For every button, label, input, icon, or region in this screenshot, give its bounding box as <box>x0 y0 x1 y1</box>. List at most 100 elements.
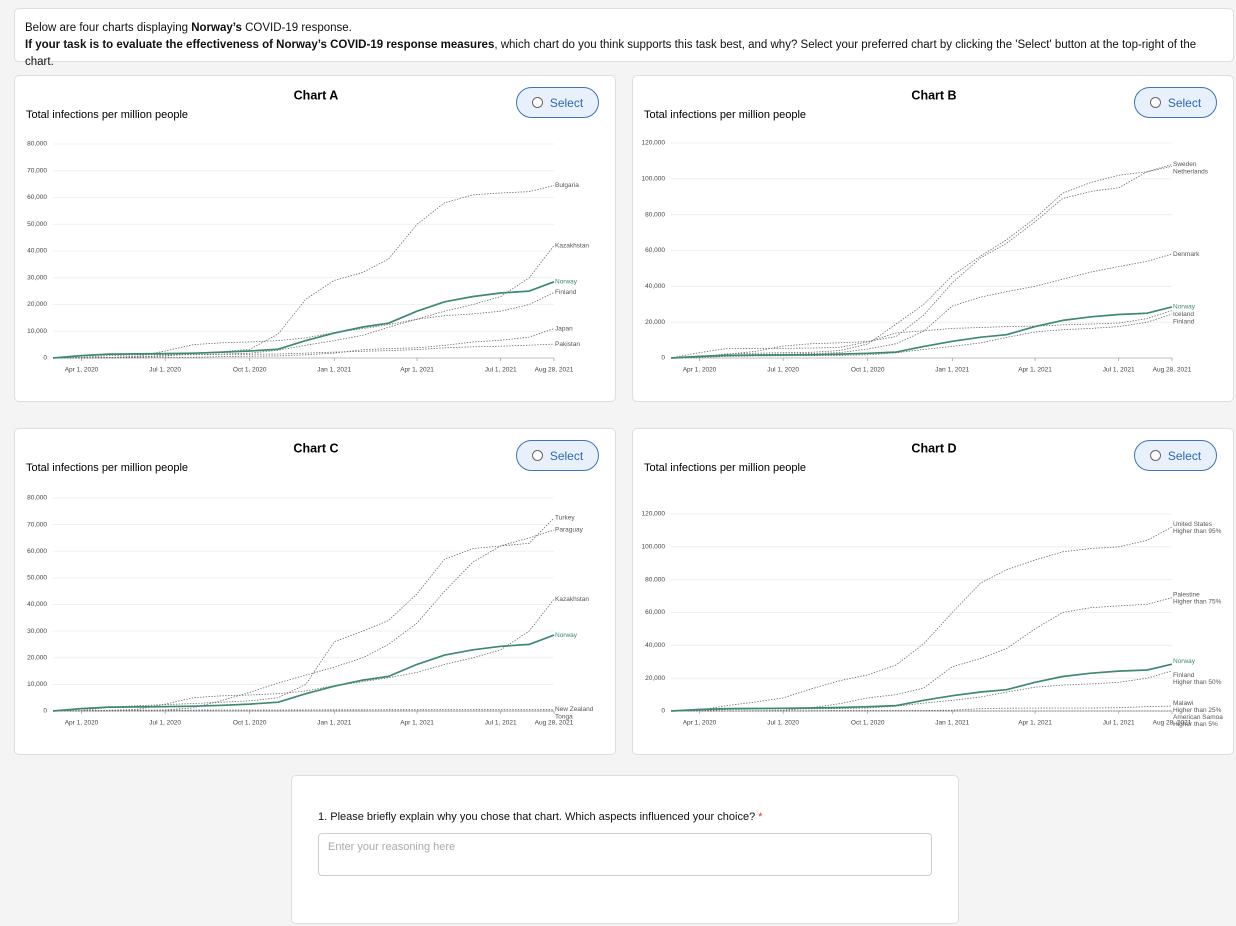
x-tick-label: Jul 1, 2021 <box>485 720 517 727</box>
radio[interactable] <box>1149 450 1161 461</box>
radio[interactable] <box>531 450 543 461</box>
x-tick-label: Apr 1, 2020 <box>683 720 717 727</box>
series-label: Finland <box>1173 672 1195 679</box>
chart: Chart B Total infections per million peop… <box>642 88 1209 374</box>
chart-subtitle: Total infections per million people <box>26 462 188 474</box>
y-tick-label: 60,000 <box>645 247 665 254</box>
series-label: United States <box>1173 521 1213 528</box>
radio[interactable] <box>531 97 543 108</box>
series-note: Higher than 75% <box>1173 598 1222 605</box>
y-tick-label: 80,000 <box>27 495 47 502</box>
select-button[interactable]: Select <box>516 440 599 471</box>
button-label: Select <box>549 448 584 463</box>
y-tick-label: 20,000 <box>27 654 47 661</box>
series-note: Higher than 25% <box>1173 707 1222 714</box>
series-label: Sweden <box>1173 161 1197 168</box>
x-tick-label: Jan 1, 2021 <box>317 367 351 374</box>
series-label: Denmark <box>1173 251 1200 258</box>
series-line <box>670 313 1173 359</box>
radio[interactable] <box>1149 97 1161 108</box>
y-tick-label: 30,000 <box>27 274 47 281</box>
x-tick-label: Jul 1, 2020 <box>767 720 799 727</box>
chart-title: Chart B <box>911 88 956 102</box>
x-tick-label: Oct 1, 2020 <box>233 720 267 727</box>
intro-card: Below are four charts displaying Norway’… <box>14 8 1234 68</box>
series-label: Norway <box>555 278 578 285</box>
y-tick-label: 40,000 <box>27 601 47 608</box>
series-line <box>52 245 555 359</box>
x-tick-label: Apr 1, 2021 <box>400 367 434 374</box>
x-tick-label: Jan 1, 2021 <box>935 367 969 374</box>
series-note: Higher than 50% <box>1173 679 1222 686</box>
text: 1. Please briefly explain why you chose … <box>318 811 756 823</box>
x-tick-label: Aug 28, 2021 <box>535 720 574 727</box>
series-label: Iceland <box>1173 311 1194 318</box>
x-tick-label: Oct 1, 2020 <box>851 720 885 727</box>
select-button[interactable]: Select <box>1134 87 1217 118</box>
x-tick-label: Jul 1, 2021 <box>1103 720 1135 727</box>
y-tick-label: 10,000 <box>27 681 47 688</box>
series-label: Norway <box>1173 658 1196 665</box>
series-label: Finland <box>1173 319 1195 326</box>
y-tick-label: 60,000 <box>645 609 665 616</box>
series-line <box>670 306 1173 359</box>
series-label: Netherlands <box>1173 169 1209 176</box>
series-line <box>52 281 555 359</box>
series-line <box>670 670 1173 712</box>
series-label: Japan <box>555 325 573 332</box>
x-tick-label: Jul 1, 2020 <box>767 367 799 374</box>
placeholder: Enter your reasoning here <box>328 841 456 853</box>
chart-subtitle: Total infections per million people <box>26 109 188 121</box>
reasoning-input[interactable]: Enter your reasoning here <box>318 833 932 876</box>
x-tick-label: Apr 1, 2021 <box>400 720 434 727</box>
y-tick-label: 80,000 <box>645 576 665 583</box>
x-tick-label: Oct 1, 2020 <box>233 367 267 374</box>
select-button[interactable]: Select <box>516 87 599 118</box>
x-tick-label: Oct 1, 2020 <box>851 367 885 374</box>
series-label: Finland <box>555 289 577 296</box>
y-tick-label: 40,000 <box>27 248 47 255</box>
chart-subtitle: Total infections per million people <box>644 462 806 474</box>
series-label: Malawi <box>1173 700 1193 707</box>
select-button[interactable]: Select <box>1134 440 1217 471</box>
series-label: American Samoa <box>1173 714 1223 721</box>
x-tick-label: Jan 1, 2021 <box>935 720 969 727</box>
bold-text: Norway’s <box>191 22 242 34</box>
y-tick-label: 120,000 <box>642 511 666 518</box>
question-card: 1. Please briefly explain why you chose … <box>291 775 959 924</box>
series-line <box>52 634 555 712</box>
button-label: Select <box>1167 448 1202 463</box>
chart: Chart D Total infections per million peop… <box>642 441 1224 727</box>
y-tick-label: 0 <box>43 708 47 715</box>
y-tick-label: 0 <box>661 355 665 362</box>
chart-card: Chart B Total infections per million peop… <box>632 75 1234 402</box>
x-tick-label: Aug 28, 2021 <box>1153 720 1192 727</box>
text: COVID-19 response. <box>241 22 352 34</box>
question-label: 1. Please briefly explain why you chose … <box>318 811 762 823</box>
x-tick-label: Jul 1, 2021 <box>1103 367 1135 374</box>
series-line <box>52 709 555 712</box>
x-tick-label: Apr 1, 2020 <box>65 367 99 374</box>
series-label: Norway <box>1173 304 1196 311</box>
series-line <box>670 663 1173 712</box>
series-line <box>52 292 555 359</box>
button-label: Select <box>549 95 584 110</box>
series-line <box>670 164 1173 359</box>
series-label: Tonga <box>555 714 573 721</box>
button-label: Select <box>1167 95 1202 110</box>
y-tick-label: 40,000 <box>645 283 665 290</box>
y-tick-label: 50,000 <box>27 221 47 228</box>
y-tick-label: 60,000 <box>27 194 47 201</box>
series-line <box>670 165 1173 359</box>
y-tick-label: 120,000 <box>642 140 666 147</box>
series-label: Turkey <box>555 515 575 522</box>
series-line <box>670 310 1173 359</box>
x-tick-label: Apr 1, 2021 <box>1018 720 1052 727</box>
series-label: Pakistan <box>555 341 580 348</box>
series-label: Norway <box>555 632 578 639</box>
intro-line: Below are four charts displaying Norway’… <box>25 20 1223 37</box>
text: , which chart do you think supports this… <box>25 39 1197 68</box>
y-tick-label: 70,000 <box>27 521 47 528</box>
y-tick-label: 100,000 <box>642 544 666 551</box>
